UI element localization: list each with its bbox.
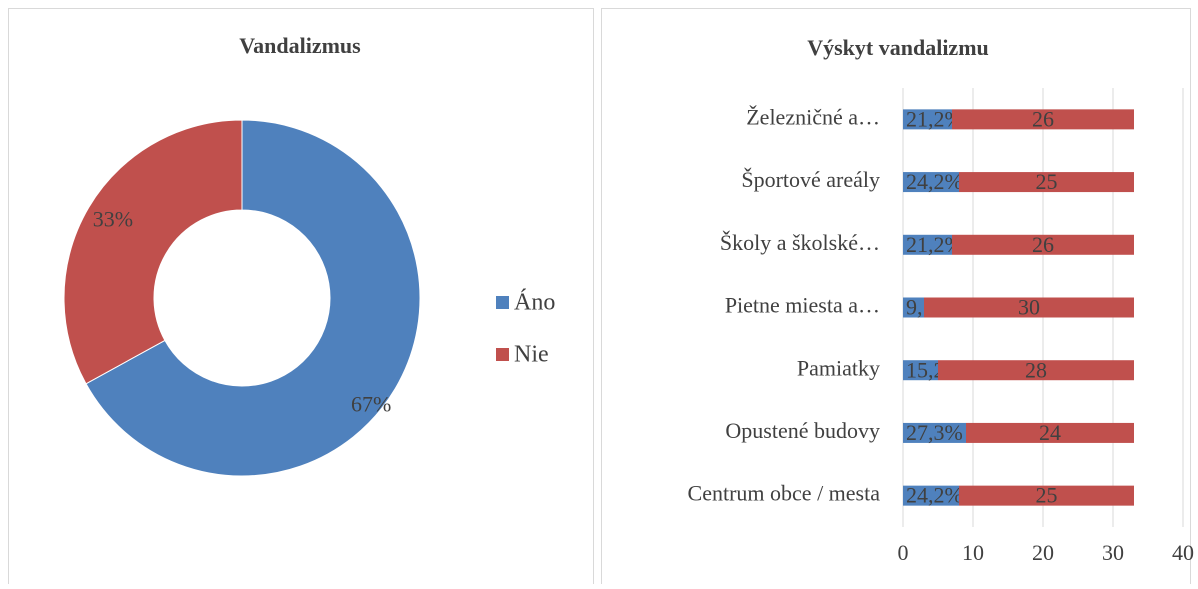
data-label: 24	[1039, 420, 1061, 445]
bar	[903, 109, 952, 130]
y-tick-label: Školy a školské…	[720, 230, 880, 255]
data-label: 25	[1036, 483, 1058, 508]
x-tick-label: 0	[898, 540, 909, 565]
data-label: 25	[1036, 169, 1058, 194]
x-tick-label: 10	[962, 540, 984, 565]
bar	[938, 360, 1134, 381]
data-label: 28	[1025, 357, 1047, 382]
legend-label: Áno	[514, 290, 555, 316]
bar	[903, 234, 952, 255]
data-label: 27,3%	[906, 420, 963, 445]
bar	[903, 172, 959, 193]
bar	[903, 485, 959, 506]
data-label: 33%	[93, 207, 133, 232]
y-tick-label: Športové areály	[741, 167, 880, 192]
x-tick-label: 30	[1102, 540, 1124, 565]
y-tick-label: Pamiatky	[797, 355, 880, 380]
data-label: 24,2%	[906, 483, 963, 508]
bar	[959, 172, 1134, 193]
bar	[924, 297, 1134, 318]
bar	[903, 297, 924, 318]
data-label: 26	[1032, 106, 1054, 131]
x-tick-label: 20	[1032, 540, 1054, 565]
donut-slice	[85, 119, 421, 477]
bar	[959, 485, 1134, 506]
donut-slice	[63, 119, 243, 385]
y-tick-label: Opustené budovy	[725, 418, 880, 443]
bar	[903, 360, 938, 381]
legend-swatch	[496, 296, 509, 309]
data-label: 24,2%	[906, 169, 963, 194]
x-tick-label: 40	[1172, 540, 1194, 565]
bar	[903, 422, 966, 443]
data-label: 26	[1032, 232, 1054, 257]
y-tick-label: Pietne miesta a…	[725, 293, 880, 318]
data-label: 30	[1018, 295, 1040, 320]
bar	[952, 109, 1134, 130]
legend-label: Nie	[514, 342, 549, 368]
legend-swatch	[496, 348, 509, 361]
y-tick-label: Železničné a…	[746, 104, 880, 129]
bar	[952, 234, 1134, 255]
data-label: 67%	[351, 391, 391, 416]
chart-title: Vandalizmus	[239, 33, 361, 58]
bar	[966, 422, 1134, 443]
chart-title: Výskyt vandalizmu	[807, 35, 989, 60]
y-tick-label: Centrum obce / mesta	[688, 481, 881, 506]
